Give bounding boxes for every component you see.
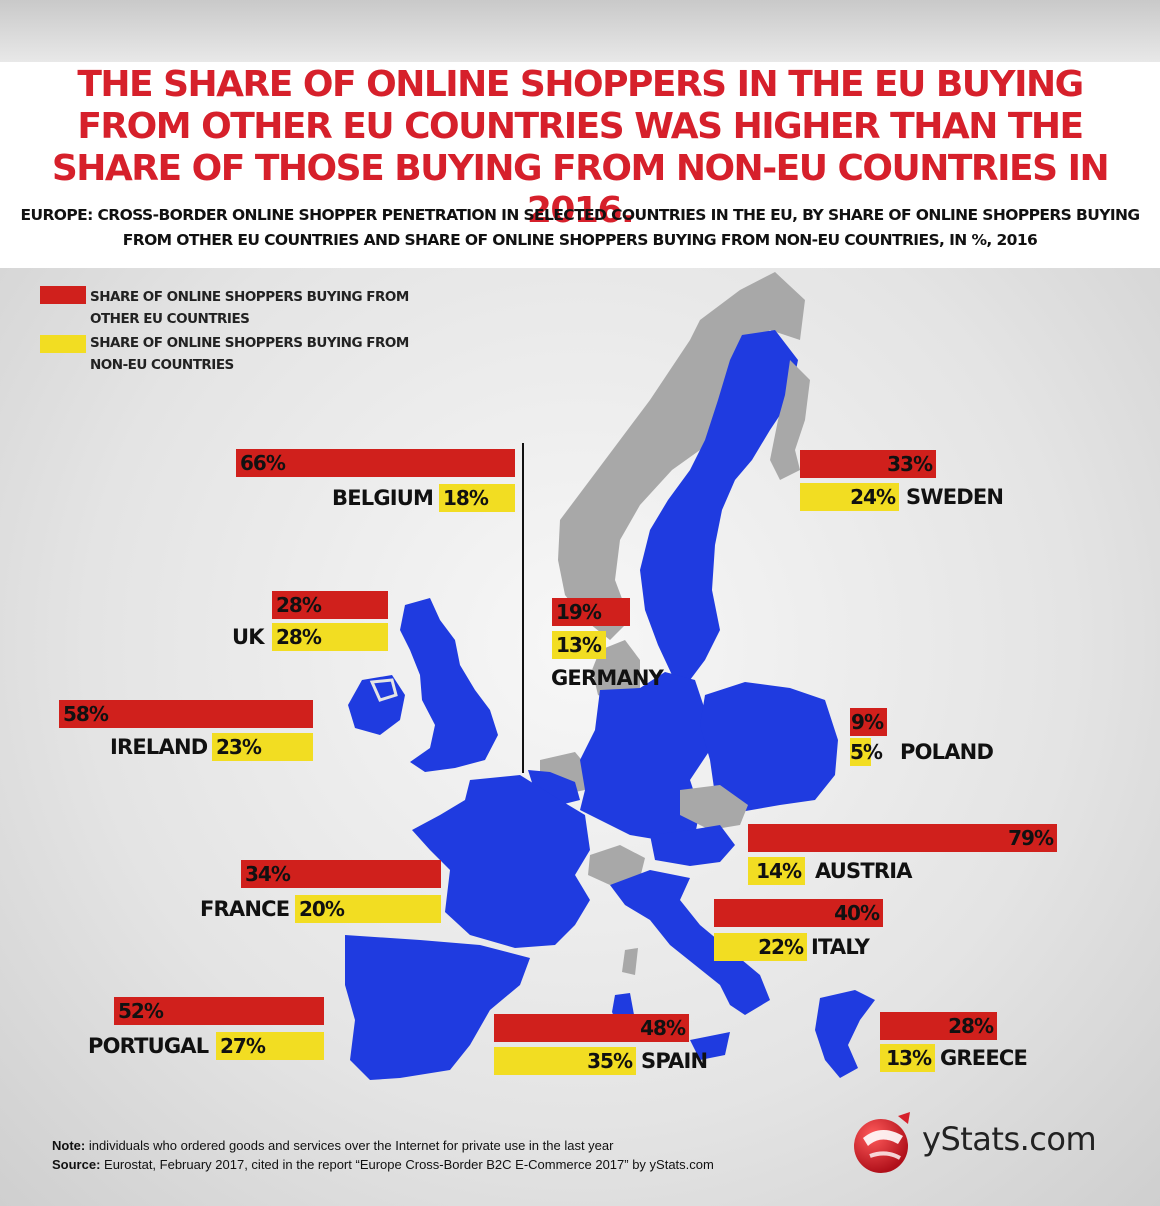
czech-shape xyxy=(680,785,748,830)
bar-eu-germany: 19% xyxy=(552,598,630,626)
source-label: Source: xyxy=(52,1157,101,1172)
sweden-shape xyxy=(640,330,798,680)
chart-subtitle: EUROPE: CROSS-BORDER ONLINE SHOPPER PENE… xyxy=(20,206,1140,249)
country-label-uk: UK xyxy=(232,625,265,649)
bar-eu-poland: 9% xyxy=(850,708,887,736)
country-label-greece: GREECE xyxy=(940,1046,1028,1070)
finland-shape xyxy=(770,360,810,480)
northern-ireland-shape xyxy=(369,678,398,702)
bar-noneu-italy: 22% xyxy=(714,933,807,961)
bar-noneu-france: 20% xyxy=(295,895,441,923)
belgium-shape xyxy=(528,770,580,805)
country-label-spain: SPAIN xyxy=(641,1049,708,1073)
spain-shape xyxy=(345,935,530,1080)
bar-eu-france: 34% xyxy=(241,860,441,888)
country-label-ireland: IRELAND xyxy=(110,735,208,759)
bar-noneu-austria: 14% xyxy=(748,857,805,885)
country-label-portugal: PORTUGAL xyxy=(88,1034,209,1058)
bar-eu-austria: 79% xyxy=(748,824,1057,852)
country-label-germany: GERMANY xyxy=(551,666,664,690)
note-line: Note: individuals who ordered goods and … xyxy=(52,1136,852,1155)
legend-noneu-swatch xyxy=(40,335,86,353)
bar-noneu-germany: 13% xyxy=(552,631,606,659)
country-label-poland: POLAND xyxy=(900,740,994,764)
source-line: Source: Eurostat, February 2017, cited i… xyxy=(52,1155,852,1174)
france-shape xyxy=(412,775,590,948)
country-label-france: FRANCE xyxy=(200,897,290,921)
bar-eu-greece: 28% xyxy=(880,1012,997,1040)
header-band xyxy=(0,0,1160,62)
bar-noneu-greece: 13% xyxy=(880,1044,935,1072)
country-label-sweden: SWEDEN xyxy=(906,485,1004,509)
country-label-austria: AUSTRIA xyxy=(815,859,913,883)
legend-eu-swatch xyxy=(40,286,86,304)
bar-eu-sweden: 33% xyxy=(800,450,936,478)
austria-shape xyxy=(650,825,735,866)
norway-shape xyxy=(558,272,805,640)
source-text: Eurostat, February 2017, cited in the re… xyxy=(100,1157,714,1172)
bar-noneu-belgium: 18% xyxy=(439,484,515,512)
germany-shape xyxy=(580,672,710,840)
bar-eu-belgium: 66% xyxy=(236,449,515,477)
bar-noneu-ireland: 23% xyxy=(212,733,313,761)
bar-eu-portugal: 52% xyxy=(114,997,324,1025)
bar-noneu-uk: 28% xyxy=(272,623,388,651)
corsica-shape xyxy=(622,948,638,975)
bar-noneu-portugal: 27% xyxy=(216,1032,324,1060)
logo-text: yStats.com xyxy=(922,1120,1097,1158)
note-text: individuals who ordered goods and servic… xyxy=(85,1138,614,1153)
country-label-italy: ITALY xyxy=(811,935,870,959)
bar-eu-italy: 40% xyxy=(714,899,883,927)
note-label: Note: xyxy=(52,1138,86,1153)
uk-shape xyxy=(400,598,498,772)
legend-eu-label: SHARE OF ONLINE SHOPPERS BUYING FROM OTH… xyxy=(90,289,409,327)
sicily-shape xyxy=(690,1032,730,1060)
bar-eu-uk: 28% xyxy=(272,591,388,619)
country-label-belgium: BELGIUM xyxy=(332,486,434,510)
bar-noneu-sweden: 24% xyxy=(800,483,899,511)
legend-noneu-label: SHARE OF ONLINE SHOPPERS BUYING FROM NON… xyxy=(90,335,409,373)
page-title: THE SHARE OF ONLINE SHOPPERS IN THE EU B… xyxy=(51,64,1110,231)
bar-noneu-poland: 5% xyxy=(850,738,883,766)
divider-line xyxy=(522,443,524,773)
bar-eu-ireland: 58% xyxy=(59,700,313,728)
italy-shape xyxy=(610,870,770,1015)
bar-noneu-spain: 35% xyxy=(494,1047,636,1075)
switzerland-shape xyxy=(588,845,645,885)
bar-eu-spain: 48% xyxy=(494,1014,689,1042)
globe-logo-icon xyxy=(854,1112,910,1173)
greece-shape xyxy=(815,990,875,1078)
footnote: Note: individuals who ordered goods and … xyxy=(52,1136,852,1174)
poland-shape xyxy=(700,682,838,812)
